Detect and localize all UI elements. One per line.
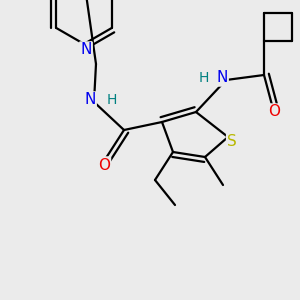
Text: N: N xyxy=(80,43,92,58)
Text: O: O xyxy=(98,158,110,172)
Text: H: H xyxy=(199,71,209,85)
Text: O: O xyxy=(268,104,280,119)
Text: N: N xyxy=(216,70,228,86)
Text: H: H xyxy=(107,93,117,107)
Text: S: S xyxy=(227,134,237,149)
Text: N: N xyxy=(84,92,96,107)
